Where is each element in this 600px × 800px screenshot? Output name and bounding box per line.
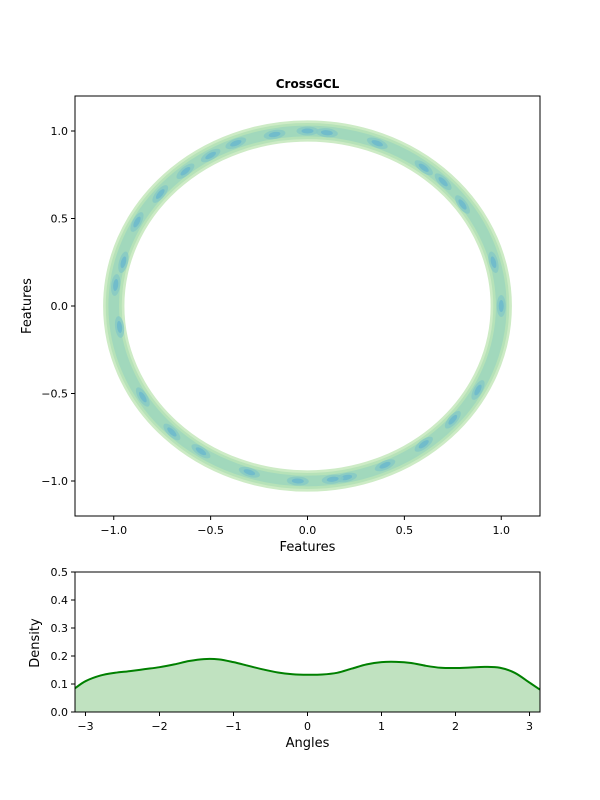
hotspot-core-1: [113, 279, 119, 291]
hotspot-core-11: [371, 140, 383, 147]
y-tick-label: −0.5: [41, 388, 68, 401]
y-tick-label: 0.4: [51, 594, 69, 607]
hotspot-core-26: [167, 427, 177, 437]
x-tick-label: 0.0: [299, 524, 317, 537]
density-x-axis-label: Angles: [286, 736, 330, 751]
ring-x-axis: −1.0 −0.5 0.0 0.5 1.0: [100, 516, 510, 537]
hotspot-core-18: [448, 414, 458, 425]
density-y-axis: 0.0 0.1 0.2 0.3 0.4 0.5: [51, 566, 75, 719]
hotspot-core-23: [291, 478, 304, 484]
ring-y-axis: −1.0 −0.5 0.0 0.5 1.0: [41, 125, 75, 488]
hotspot-core-3: [133, 216, 141, 228]
ring-contours: [103, 120, 512, 492]
hotspot-core-9: [301, 128, 314, 134]
hotspot-core-7: [230, 140, 242, 147]
y-tick-label: 0.2: [51, 650, 69, 663]
ring-plot: CrossGCL −1.0 −0.5 0.0 0.5 1.0 −1.0 −0.5 0.0 0.…: [20, 77, 541, 555]
hotspot-core-0: [116, 321, 123, 333]
density-x-axis: −3 −2 −1 0 1 2 3: [77, 712, 533, 733]
density-y-axis-label: Density: [28, 618, 43, 668]
hotspot-core-8: [268, 131, 281, 138]
x-tick-label: 2: [452, 720, 459, 733]
y-tick-label: 0.1: [51, 678, 69, 691]
hotspot-core-17: [474, 384, 482, 396]
y-tick-label: 0.5: [51, 566, 69, 579]
hotspot-core-6: [205, 151, 216, 160]
ring-plot-title: CrossGCL: [276, 77, 340, 91]
hotspot-core-20: [379, 461, 391, 469]
density-line: [75, 657, 540, 691]
x-tick-label: 0: [304, 720, 311, 733]
x-tick-label: −3: [77, 720, 93, 733]
y-tick-label: 0.0: [51, 300, 69, 313]
hotspot-core-10: [320, 130, 333, 136]
hotspot-core-2: [120, 256, 127, 269]
x-tick-label: −0.5: [197, 524, 224, 537]
x-tick-label: −2: [151, 720, 167, 733]
x-tick-label: −1.0: [100, 524, 127, 537]
ring-y-axis-label: Features: [20, 278, 35, 334]
density-fill: [75, 658, 540, 712]
hotspot-core-15: [490, 256, 497, 269]
y-tick-label: 1.0: [51, 125, 69, 138]
x-tick-label: 3: [526, 720, 533, 733]
hotspot-core-14: [458, 199, 467, 210]
y-tick-label: 0.3: [51, 622, 69, 635]
y-tick-label: −1.0: [41, 475, 68, 488]
hotspot-core-24: [243, 469, 256, 476]
x-tick-label: 0.5: [396, 524, 414, 537]
hotspot-core-22: [326, 476, 339, 482]
hotspot-core-13: [438, 177, 448, 187]
hotspot-core-16: [498, 300, 504, 312]
x-tick-label: 1.0: [493, 524, 511, 537]
ring-x-axis-label: Features: [280, 540, 336, 555]
density-plot: −3 −2 −1 0 1 2 3 0.0 0.1 0.2 0.3 0.4 0.5 Angles Den…: [28, 566, 541, 751]
hotspot-core-12: [418, 163, 429, 172]
ring-plot-frame: [74, 95, 541, 517]
y-tick-label: 0.5: [51, 213, 69, 226]
hotspot-core-27: [139, 391, 147, 403]
x-tick-label: 1: [378, 720, 385, 733]
hotspot-core-25: [195, 447, 207, 456]
hotspot-core-4: [155, 189, 165, 199]
hotspot-core-19: [418, 440, 429, 449]
density-area: [75, 657, 540, 712]
x-tick-label: −1: [225, 720, 241, 733]
y-tick-label: 0.0: [51, 706, 69, 719]
hotspot-core-5: [180, 166, 191, 176]
